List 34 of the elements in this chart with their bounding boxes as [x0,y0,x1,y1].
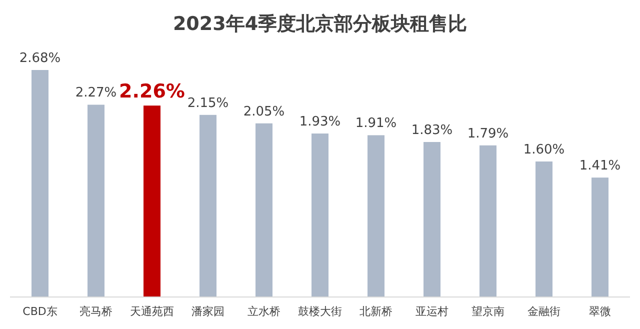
bar [368,135,384,297]
x-tick-label: 亮马桥 [80,305,112,318]
bar [312,134,328,297]
bar [592,178,608,297]
x-tick-label: 金融街 [528,305,560,318]
data-label: 2.15% [187,96,229,111]
x-tick-label: 亚运村 [416,305,448,318]
bar [424,142,440,297]
data-label: 1.83% [411,122,453,138]
x-tick-label: 鼓楼大街 [298,305,342,318]
data-label: 2.05% [243,104,285,120]
bar [200,114,216,297]
data-label: 2.68% [19,51,61,66]
bar [32,70,48,297]
x-tick-label: 立水桥 [248,305,280,318]
bar [144,106,160,297]
x-tick-label: 潘家园 [192,305,224,318]
bar [536,161,552,297]
x-tick-label: 望京南 [472,305,504,318]
data-label: 2.26% [119,80,185,103]
x-tick-label: 北新桥 [360,305,392,318]
x-tick-label: 翠微 [589,305,611,318]
bar [480,145,496,297]
chart-title: 2023年4季度北京部分板块租售比 [172,13,468,35]
data-label: 1.79% [467,126,509,142]
data-label: 2.27% [75,86,117,101]
bar [88,104,104,297]
data-label: 1.60% [523,142,565,158]
data-label: 1.93% [299,114,341,130]
data-label: 1.91% [355,116,397,132]
x-tick-label: CBD东 [22,305,58,318]
bar [256,123,272,297]
data-label: 1.41% [579,158,621,174]
x-tick-label: 天通苑西 [130,305,174,318]
